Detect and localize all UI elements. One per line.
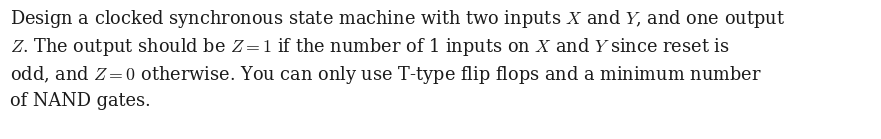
Text: odd, and $Z = 0$ otherwise. You can only use T-type flip flops and a minimum num: odd, and $Z = 0$ otherwise. You can only… bbox=[10, 64, 762, 86]
Text: of NAND gates.: of NAND gates. bbox=[10, 92, 151, 110]
Text: $Z$. The output should be $Z = 1$ if the number of 1 inputs on $X$ and $Y$ since: $Z$. The output should be $Z = 1$ if the… bbox=[10, 36, 729, 58]
Text: Design a clocked synchronous state machine with two inputs $X$ and $Y$, and one : Design a clocked synchronous state machi… bbox=[10, 8, 785, 30]
